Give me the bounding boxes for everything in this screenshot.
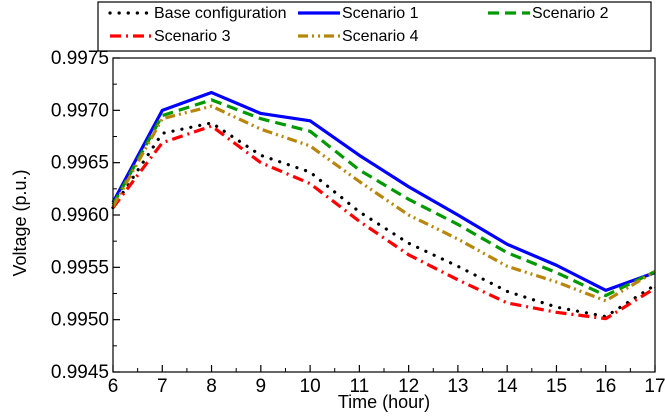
series-layer — [111, 90, 657, 321]
x-tick-label: 17 — [644, 376, 665, 397]
y-tick-label: 0.9955 — [51, 257, 109, 278]
series-line-3 — [111, 98, 656, 298]
legend-label-4: Scenario 3 — [154, 28, 231, 45]
y-tick-label: 0.9970 — [51, 100, 109, 121]
y-tick-label: 0.9975 — [51, 48, 109, 69]
y-axis-label: Voltage (p.u.) — [10, 169, 30, 276]
x-tick-label: 16 — [595, 376, 616, 397]
x-tick-label: 9 — [256, 376, 267, 397]
legend: Base configuration Scenario 1 Scenario 2 Sc… — [97, 1, 652, 52]
x-tick-label: 13 — [447, 376, 468, 397]
x-tick-label: 10 — [300, 376, 321, 397]
x-tick-label: 14 — [497, 376, 519, 397]
plot-frame — [112, 57, 656, 373]
y-tick-label: 0.9950 — [51, 310, 109, 331]
series-line-2 — [111, 90, 656, 292]
x-tick-label: 7 — [157, 376, 168, 397]
x-tick-label: 6 — [108, 376, 119, 397]
x-tick-label: 12 — [398, 376, 419, 397]
axes-layer: 6 7 8 9 10 11 12 13 14 15 16 17 0.9945 0.9950 0.9955 0.… — [51, 48, 665, 397]
legend-label-5: Scenario 4 — [342, 28, 419, 45]
legend-label-3: Scenario 2 — [532, 5, 609, 22]
x-tick-label: 11 — [349, 376, 369, 397]
legend-label-1: Base configuration — [154, 5, 287, 22]
legend-box — [97, 1, 652, 52]
y-tick-label: 0.9945 — [51, 362, 109, 383]
y-tick-label: 0.9960 — [51, 205, 109, 226]
x-tick-label: 15 — [546, 376, 567, 397]
y-tick-label: 0.9965 — [51, 153, 109, 174]
x-axis-label: Time (hour) — [338, 392, 430, 412]
series-line-4 — [111, 124, 656, 321]
legend-label-2: Scenario 1 — [342, 5, 419, 22]
series-line-1 — [111, 121, 657, 319]
x-tick-label: 8 — [206, 376, 217, 397]
series-line-5 — [111, 104, 656, 303]
